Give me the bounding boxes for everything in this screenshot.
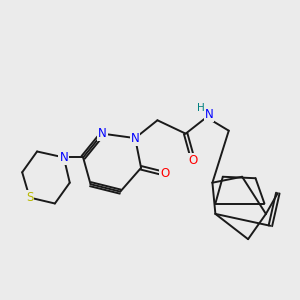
Text: O: O [160,167,170,180]
Text: N: N [205,108,213,121]
Text: H: H [197,103,205,113]
Text: S: S [26,191,33,204]
Text: N: N [98,127,107,140]
Text: N: N [131,132,140,145]
Text: O: O [188,154,198,167]
Text: N: N [59,151,68,164]
